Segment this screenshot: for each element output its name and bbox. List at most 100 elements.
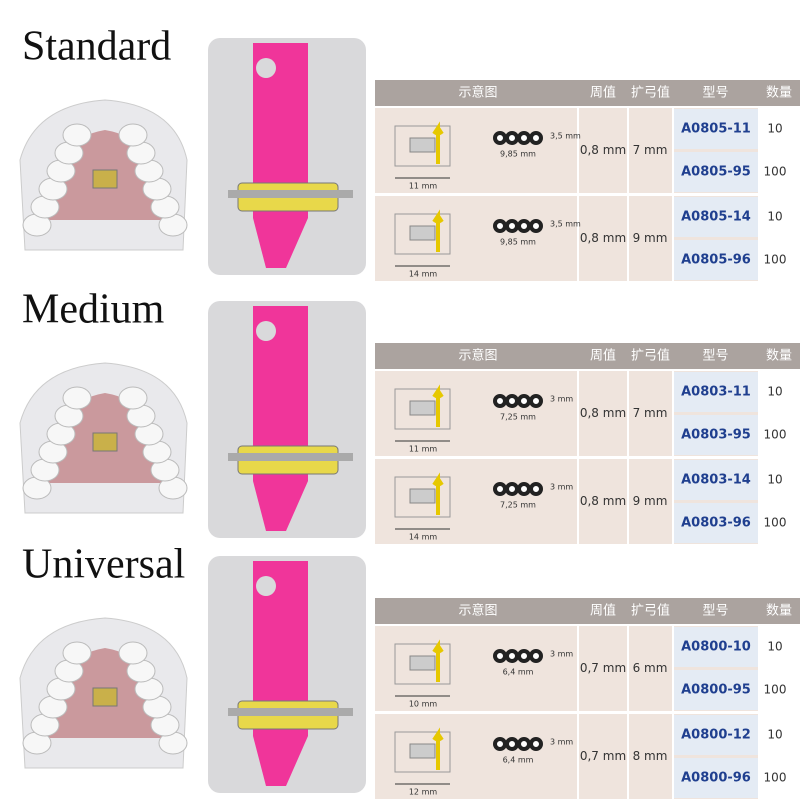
model-cell	[674, 627, 758, 667]
chain-link	[529, 219, 543, 233]
chain-link	[493, 131, 507, 145]
model-code: A0803-11	[681, 385, 751, 400]
pitch: 0,8 mm	[580, 406, 626, 420]
header-cell: 周值	[590, 348, 616, 364]
expansion: 7 mm	[633, 143, 668, 157]
length-dim: 7,25 mm	[500, 501, 536, 510]
arrow	[432, 384, 444, 427]
width-dim: 10 mm	[409, 700, 438, 709]
tool-image	[208, 556, 366, 793]
quantity: 10	[767, 728, 782, 742]
arrow	[432, 639, 444, 682]
tool-hole	[256, 576, 276, 596]
length-dim: 7,25 mm	[500, 413, 536, 422]
expander-outline	[394, 388, 451, 430]
header-bg	[375, 343, 800, 369]
chain-link	[493, 394, 507, 408]
rod	[228, 708, 353, 716]
chain-link	[529, 482, 543, 496]
height-dim: 3,5 mm	[550, 220, 581, 229]
length-dim: 6,4 mm	[503, 756, 534, 765]
width-dim: 12 mm	[409, 788, 438, 797]
quantity: 100	[764, 165, 787, 179]
chain-link	[529, 131, 543, 145]
chain-link	[529, 649, 543, 663]
header-cell: 型号	[702, 604, 728, 619]
pitch: 0,8 mm	[580, 494, 626, 508]
chain-link	[505, 482, 519, 496]
chain-link	[529, 737, 543, 751]
height-dim: 3 mm	[550, 650, 573, 659]
expander-outline	[394, 213, 451, 255]
tooth	[62, 641, 92, 665]
expander-screw	[409, 743, 436, 759]
expander-screw	[409, 488, 436, 504]
chain-link	[505, 737, 519, 751]
quantity: 10	[767, 385, 782, 399]
tool	[253, 561, 308, 786]
arrow	[432, 121, 444, 164]
section-label: Standard	[22, 24, 171, 70]
pitch: 0,8 mm	[580, 143, 626, 157]
tool-hole	[256, 321, 276, 341]
header-bg	[375, 80, 800, 106]
chain-link	[517, 649, 531, 663]
model-code: A0805-11	[681, 122, 751, 137]
expansion: 6 mm	[633, 661, 668, 675]
header-cell: 扩弓值	[631, 603, 670, 619]
model-code: A0800-12	[681, 728, 751, 743]
tool-image	[208, 38, 366, 275]
model-cell	[674, 372, 758, 412]
pitch: 0,8 mm	[580, 231, 626, 245]
rod	[228, 190, 353, 198]
expander-screw	[409, 400, 436, 416]
header-cell: 数量	[766, 604, 792, 619]
header-cell: 型号	[702, 349, 728, 364]
tooth	[118, 641, 148, 665]
width-dim: 14 mm	[409, 270, 438, 279]
width-dim: 11 mm	[409, 445, 438, 454]
quantity: 10	[767, 640, 782, 654]
chain-link	[517, 737, 531, 751]
chain-link	[493, 649, 507, 663]
model-cell	[674, 197, 758, 237]
height-dim: 3 mm	[550, 738, 573, 747]
chain-link	[493, 737, 507, 751]
diagram: 10 mm 3 mm 6,4 mm	[394, 639, 573, 709]
appliance-image	[19, 362, 188, 514]
height-dim: 3,5 mm	[550, 132, 581, 141]
diagram: 14 mm 3 mm 7,25 mm	[394, 472, 573, 542]
model-code: A0803-14	[681, 473, 751, 488]
screw	[92, 432, 118, 452]
arrow	[432, 472, 444, 515]
pitch: 0,7 mm	[580, 749, 626, 763]
quantity: 100	[764, 516, 787, 530]
model-code: A0805-14	[681, 210, 751, 225]
header-bg	[375, 598, 800, 624]
quantity: 10	[767, 473, 782, 487]
expander-outline	[394, 476, 451, 518]
chain-link	[505, 394, 519, 408]
tooth	[62, 386, 92, 410]
section-label: Medium	[22, 287, 165, 333]
header-cell: 数量	[766, 349, 792, 364]
quantity: 100	[764, 253, 787, 267]
tool	[253, 306, 308, 531]
section-label: Universal	[22, 542, 185, 588]
diagram: 12 mm 3 mm 6,4 mm	[394, 727, 573, 797]
tooth	[62, 123, 92, 147]
length-dim: 9,85 mm	[500, 238, 536, 247]
pitch: 0,7 mm	[580, 661, 626, 675]
model-cell	[674, 240, 758, 280]
chain-link	[493, 219, 507, 233]
screw	[92, 169, 118, 189]
chain-link	[505, 131, 519, 145]
expansion: 8 mm	[633, 749, 668, 763]
tool-image	[208, 301, 366, 538]
model-cell	[674, 109, 758, 149]
model-code: A0805-95	[681, 165, 751, 180]
quantity: 10	[767, 210, 782, 224]
model-cell	[674, 670, 758, 710]
